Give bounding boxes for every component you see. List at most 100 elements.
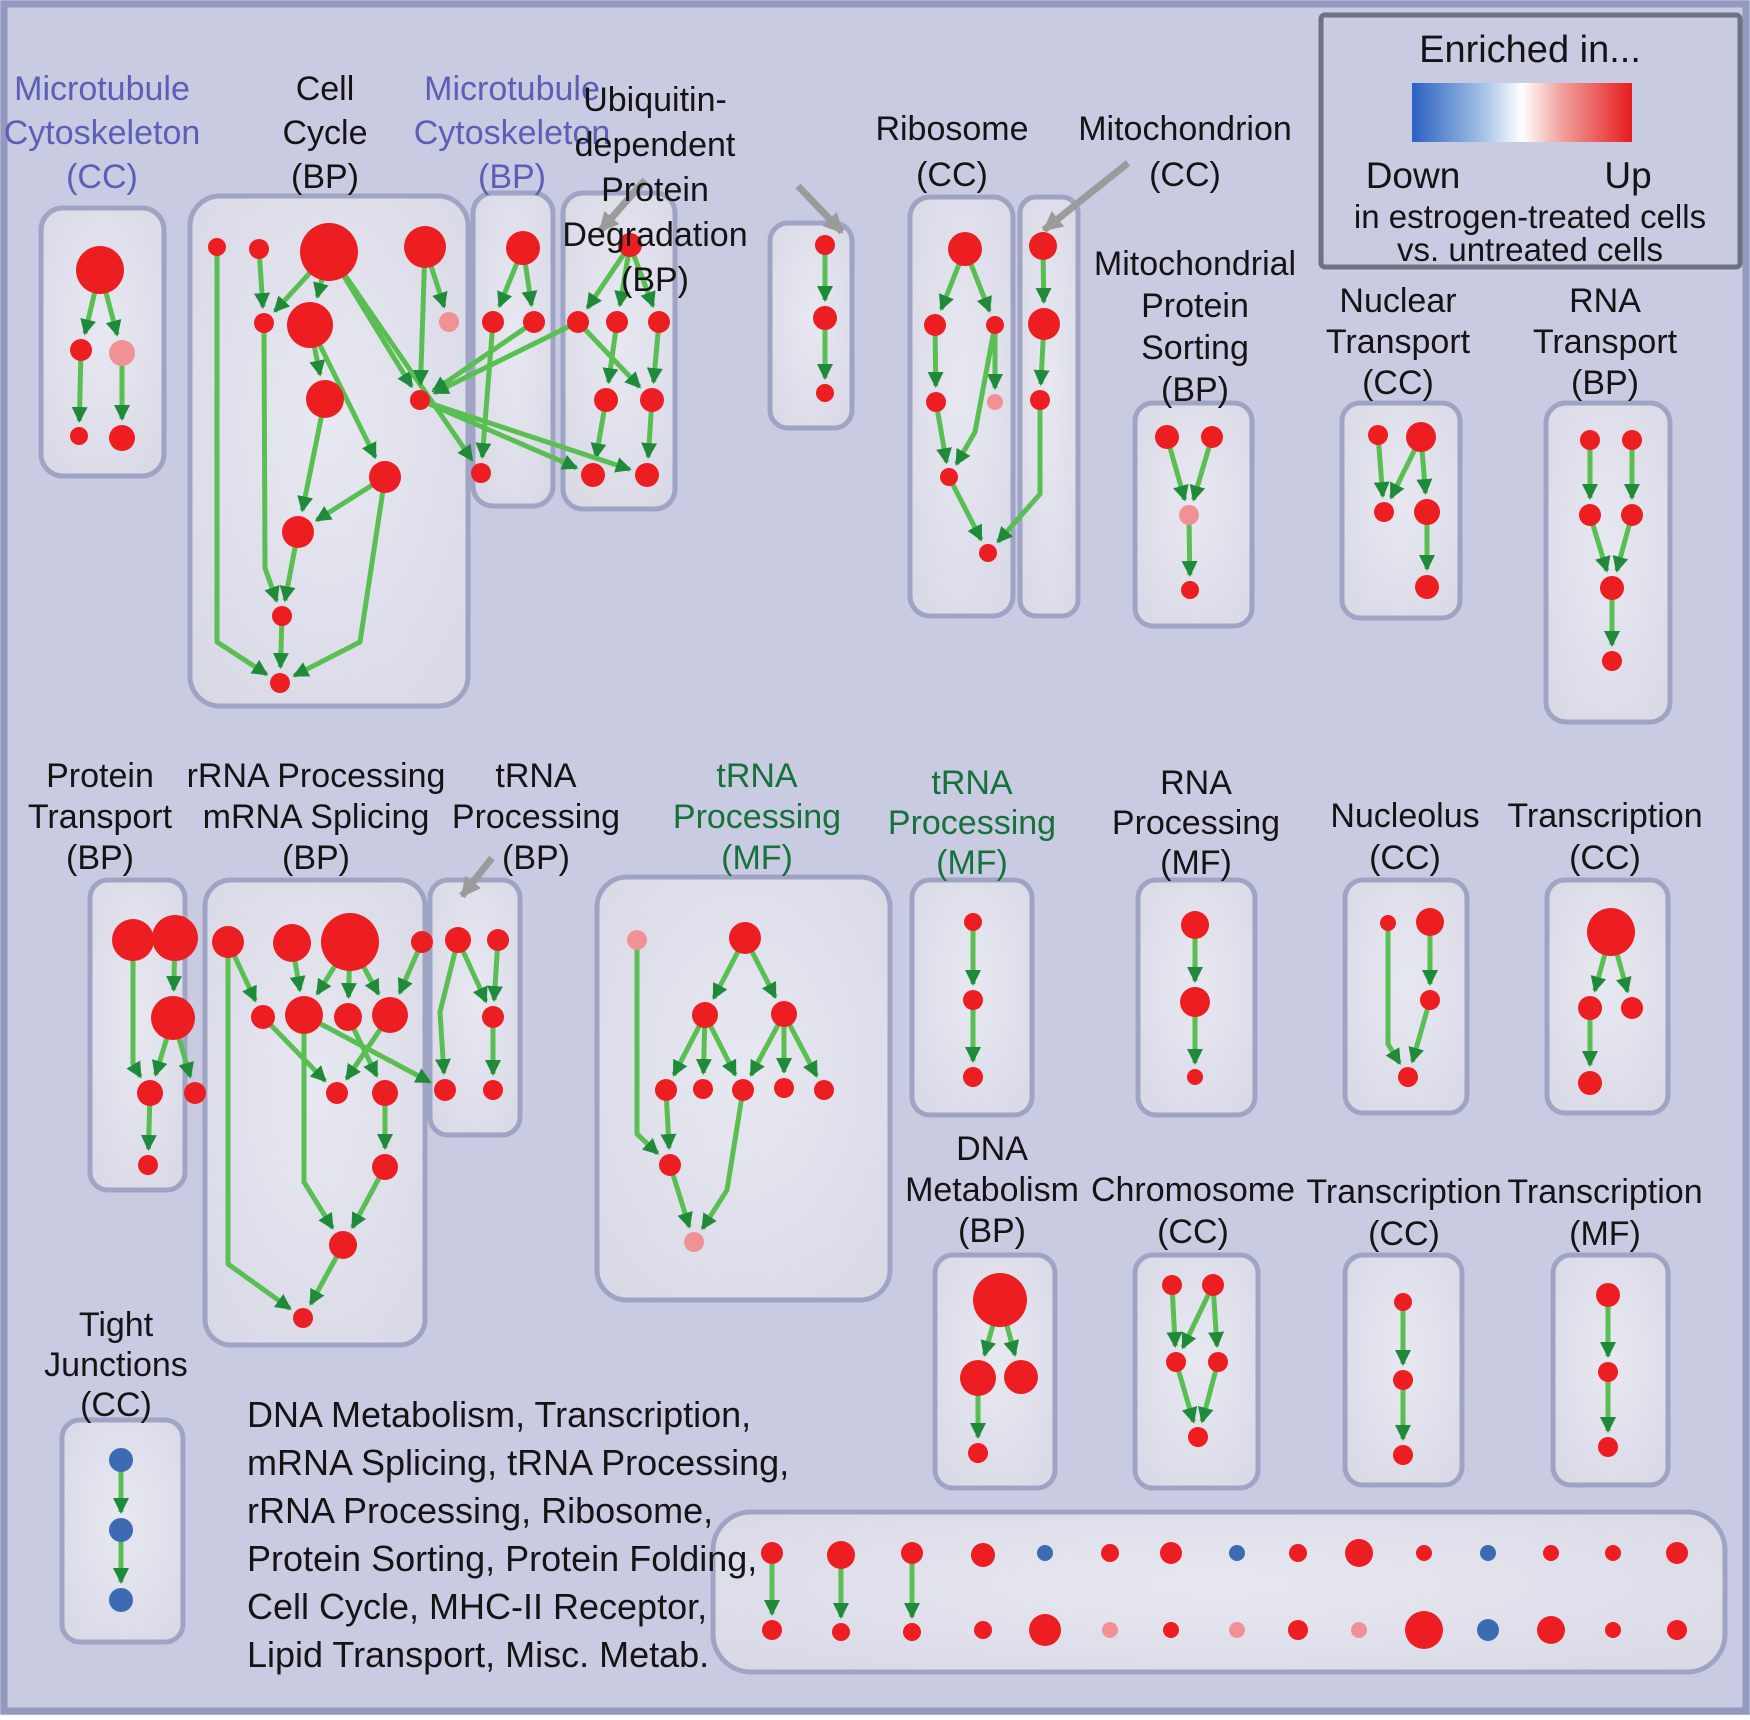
go-term-node-tj1-blue — [109, 1448, 133, 1472]
edge-w3-w4 — [1408, 999, 1433, 1064]
go-term-node-c9-red — [410, 390, 430, 410]
go-term-node-k4-red — [1414, 499, 1440, 525]
go-term-node-ud-red — [594, 388, 618, 412]
go-term-node-q8-red — [774, 1078, 794, 1098]
go-term-node-q5-red — [655, 1079, 677, 1101]
edge-c4-c9 — [412, 246, 429, 387]
go-term-node-t2-red — [487, 929, 509, 951]
edge-h6-h7 — [946, 475, 984, 542]
go-term-node-d2-red — [960, 1360, 996, 1396]
cluster-label-chromosome-cc: Chromosome (CC) — [1091, 1171, 1295, 1251]
cluster-box-transcription-cc-2 — [1342, 1252, 1465, 1488]
go-term-node-c2-red — [249, 239, 269, 259]
legend-subtitle-line1: in estrogen-treated cells — [1354, 198, 1706, 235]
go-term-node-r4-red — [411, 931, 433, 953]
go-term-node-j3-pink — [1179, 505, 1199, 525]
cluster-label-ribosome-cc: Ribosome (CC) — [875, 110, 1028, 194]
go-term-node-bb10-pink — [1351, 1622, 1367, 1638]
cluster-label-trna-processing-bp: tRNA Processing (BP) — [452, 757, 620, 877]
edge-b2-b4 — [475, 321, 496, 460]
cluster-label-trna-processing-mf-2: tRNA Processing (MF) — [888, 764, 1056, 882]
go-term-node-q4-red — [771, 1001, 797, 1027]
go-term-node-b2-red — [482, 311, 504, 333]
go-term-node-c3-red — [300, 223, 358, 281]
cluster-label-cell-cycle-bp: Cell Cycle (BP) — [282, 70, 367, 196]
edge-c3-b4 — [326, 250, 474, 462]
go-term-node-bt2-red — [827, 1541, 855, 1569]
edge-ua-c9 — [432, 319, 580, 396]
go-term-node-bb6-pink — [1102, 1622, 1118, 1638]
go-term-node-q10-red — [659, 1154, 681, 1176]
go-term-node-ue-red — [640, 388, 664, 412]
cluster-label-microtubule-cytoskeleton-bp: Microtubule Cytoskeleton (BP) — [414, 70, 611, 196]
go-term-node-e5-red — [1188, 1427, 1208, 1447]
go-term-node-l2-red — [1622, 430, 1642, 450]
go-term-node-y1-red — [1394, 1293, 1412, 1311]
go-term-node-h3-red — [986, 316, 1004, 334]
go-term-node-c8-red — [306, 380, 344, 418]
go-term-node-r1-red — [212, 926, 244, 958]
go-term-node-x3-red — [1621, 997, 1643, 1019]
mixed-terms-annotation: DNA Metabolism, Transcription, mRNA Splic… — [247, 1394, 789, 1675]
go-term-node-bb11-red — [1405, 1611, 1443, 1649]
go-term-node-c1-red — [208, 238, 226, 256]
edge-h3-h6 — [954, 324, 998, 466]
go-term-node-tj2-blue — [109, 1518, 133, 1542]
go-term-node-h1-red — [948, 232, 982, 266]
cluster-label-rrna-processing-mrna-splicing-bp: rRNA Processing mRNA Splicing (BP) — [187, 757, 446, 877]
go-term-node-s2-red — [963, 990, 983, 1010]
go-term-node-r7-red — [334, 1003, 362, 1031]
go-term-node-bb8-pink — [1229, 1622, 1245, 1638]
go-term-node-bb14-red — [1605, 1622, 1621, 1638]
go-term-node-i3-red — [1030, 390, 1050, 410]
go-term-node-h6-red — [940, 468, 958, 486]
trna-bp-pointer-icon — [459, 855, 495, 899]
go-term-node-ug-red — [635, 463, 659, 487]
cluster-label-transcription-mf: Transcription (MF) — [1507, 1173, 1702, 1253]
cluster-labels: Microtubule Cytoskeleton (CC) Cell Cycle (BP)… — [4, 70, 1703, 1424]
go-term-node-t1-red — [445, 927, 471, 953]
go-term-node-u0-red — [618, 233, 642, 257]
go-term-node-bt14-red — [1605, 1545, 1621, 1561]
go-term-node-e3-red — [1166, 1352, 1186, 1372]
go-term-node-x4-red — [1578, 1071, 1602, 1095]
go-term-node-r8-red — [372, 997, 408, 1033]
cluster-box-nuclear-transport-cc — [1339, 400, 1463, 621]
cluster-label-rna-transport-bp: RNA Transport (BP) — [1533, 282, 1678, 402]
go-term-node-a5-red — [109, 425, 135, 451]
legend-gradient-bar — [1412, 83, 1632, 142]
go-term-node-r9-red — [326, 1082, 348, 1104]
edge-a2-a4 — [71, 349, 88, 424]
edge-e4-e5 — [1197, 1361, 1221, 1424]
edge-c5-c12 — [261, 322, 280, 603]
edge-r6-t4 — [302, 1012, 432, 1085]
ubiquitin-left-pointer-icon — [597, 177, 648, 234]
go-term-node-p1-red — [112, 919, 154, 961]
go-term-node-w1-red — [1380, 915, 1396, 931]
go-term-node-x2-red — [1578, 996, 1602, 1020]
go-term-node-bt12-blue — [1480, 1545, 1496, 1561]
cluster-box-mitochondrion-cc — [1017, 194, 1081, 619]
edge-e2-e3 — [1180, 1283, 1216, 1350]
edge-p1-p4 — [126, 940, 143, 1079]
go-term-node-h7-red — [979, 544, 997, 562]
edge-c1-c13 — [214, 247, 269, 677]
go-term-node-l6-red — [1602, 651, 1622, 671]
go-term-node-k3-red — [1374, 502, 1394, 522]
go-term-node-q6-red — [693, 1079, 713, 1099]
go-term-node-c12-red — [272, 606, 292, 626]
go-term-node-bt13-red — [1543, 1545, 1559, 1561]
cluster-box-dna-metabolism-bp — [932, 1252, 1058, 1491]
go-term-node-bt15-red — [1666, 1542, 1688, 1564]
go-term-node-v1-red — [1181, 911, 1209, 939]
go-term-node-q9-red — [814, 1080, 834, 1100]
go-term-node-bt10-red — [1345, 1539, 1373, 1567]
go-term-node-t5-red — [483, 1080, 503, 1100]
go-term-node-z2-red — [1598, 1362, 1618, 1382]
edge-c6-c10 — [307, 323, 378, 460]
cluster-label-nucleolus-cc: Nucleolus (CC) — [1330, 797, 1479, 877]
go-term-node-uf-red — [581, 463, 605, 487]
ubiquitin-right-pointer-icon — [795, 183, 845, 235]
legend-title: Enriched in... — [1419, 29, 1641, 71]
